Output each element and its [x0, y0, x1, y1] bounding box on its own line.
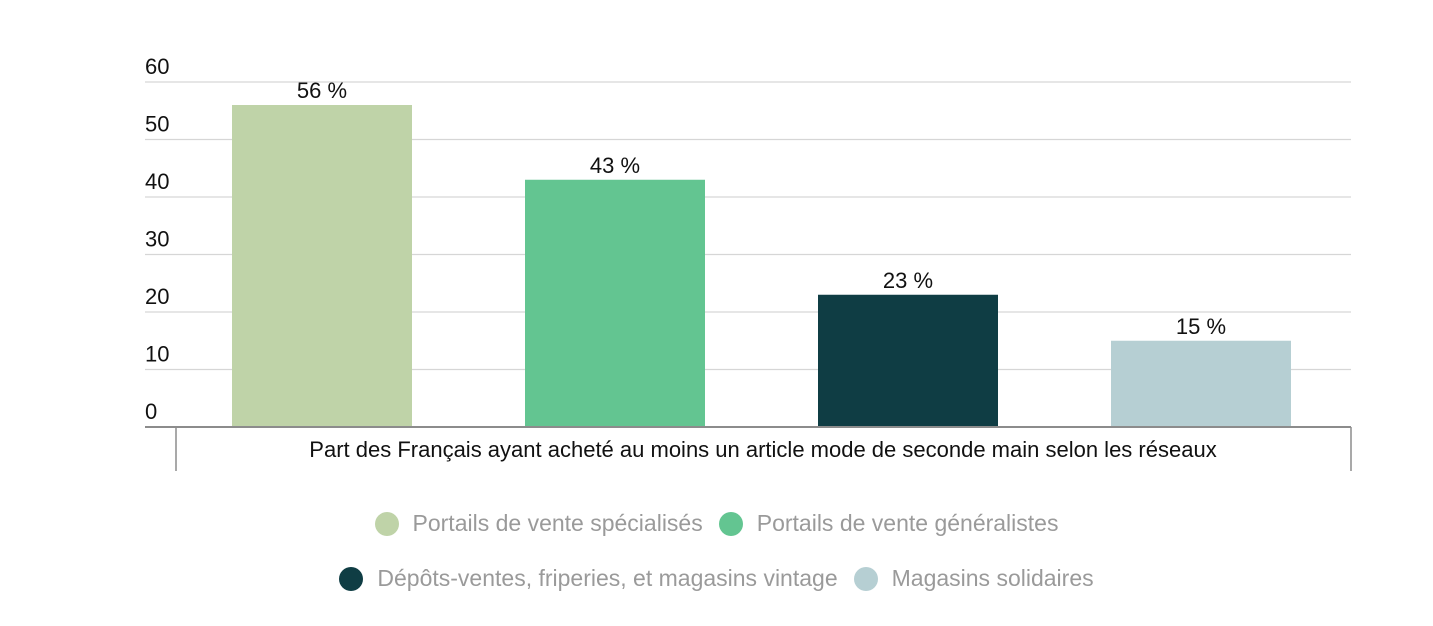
- legend-row-1: Portails de vente spécialisés Portails d…: [0, 510, 1433, 537]
- legend-label: Dépôts-ventes, friperies, et magasins vi…: [377, 565, 838, 591]
- y-tick-label: 0: [145, 399, 157, 424]
- legend-item-portails-generalistes[interactable]: Portails de vente généralistes: [718, 510, 1059, 537]
- legend-swatch-icon: [718, 511, 743, 536]
- legend-item-magasins-solidaires[interactable]: Magasins solidaires: [853, 565, 1094, 592]
- legend-label: Magasins solidaires: [891, 565, 1094, 591]
- y-axis-ticks: 0 10 20 30 40 50 60: [145, 54, 169, 424]
- legend-label: Portails de vente spécialisés: [412, 510, 703, 536]
- legend-row-2: Dépôts-ventes, friperies, et magasins vi…: [0, 565, 1433, 592]
- legend-label: Portails de vente généralistes: [756, 510, 1059, 536]
- bar-4[interactable]: [1111, 340, 1291, 427]
- y-tick-label: 40: [145, 169, 169, 194]
- bar-2[interactable]: [525, 179, 705, 427]
- y-tick-label: 60: [145, 54, 169, 79]
- x-category-label: Part des Français ayant acheté au moins …: [309, 437, 1216, 462]
- data-label-1: 56 %: [297, 78, 347, 103]
- legend-swatch-icon: [374, 511, 399, 536]
- legend-swatch-icon: [853, 566, 878, 591]
- y-tick-label: 20: [145, 284, 169, 309]
- y-tick-label: 50: [145, 112, 169, 137]
- bar-1[interactable]: [232, 105, 412, 427]
- data-labels: 56 % 43 % 23 % 15 %: [297, 78, 1226, 339]
- data-label-3: 23 %: [883, 268, 933, 293]
- legend-item-portails-specialises[interactable]: Portails de vente spécialisés: [374, 510, 703, 537]
- y-tick-label: 30: [145, 227, 169, 252]
- data-label-4: 15 %: [1176, 314, 1226, 339]
- data-label-2: 43 %: [590, 153, 640, 178]
- y-tick-label: 10: [145, 342, 169, 367]
- legend-item-depots-ventes[interactable]: Dépôts-ventes, friperies, et magasins vi…: [339, 565, 838, 592]
- legend-swatch-icon: [339, 566, 364, 591]
- bar-3[interactable]: [818, 294, 998, 427]
- bars: [232, 105, 1291, 427]
